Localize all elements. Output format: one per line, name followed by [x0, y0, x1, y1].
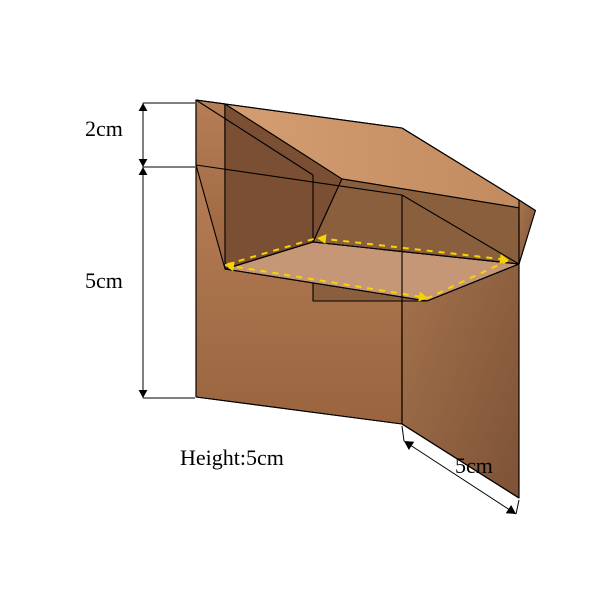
label-2cm: 2cm — [85, 116, 123, 142]
label-5cm-left: 5cm — [85, 268, 123, 294]
label-height: Height:5cm — [180, 445, 284, 471]
left-dimensions — [139, 103, 195, 398]
diagram-svg — [0, 0, 600, 600]
wooden-block — [196, 100, 535, 498]
label-5cm-width: 5cm — [455, 453, 493, 479]
